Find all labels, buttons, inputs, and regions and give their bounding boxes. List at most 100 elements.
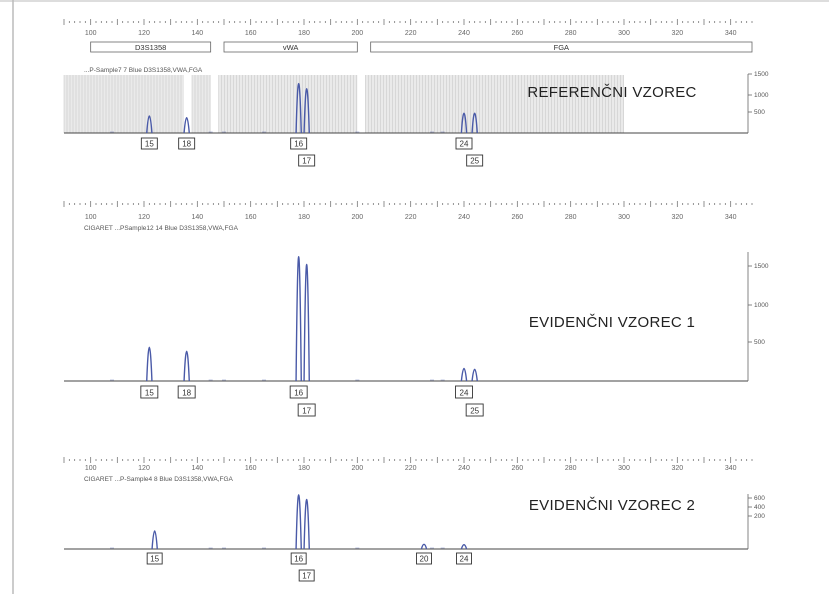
x-tick-label: 140 — [191, 465, 203, 472]
size-ruler — [63, 19, 753, 25]
x-tick-label: 160 — [245, 30, 257, 37]
y-tick-label: 400 — [754, 504, 765, 511]
allele-call-label: 25 — [470, 407, 479, 416]
sample-info-label: ...P-Sample7 7 Blue D3S1358,VWA,FGA — [84, 67, 203, 74]
allele-call-box — [289, 385, 308, 399]
y-tick-label: 1500 — [754, 263, 769, 270]
x-tick-label: 220 — [405, 30, 417, 37]
panel-evidence-sample-1: 100 120 140 160 180 200 220 240 260 280 300 320 340 C… — [63, 201, 769, 417]
x-tick-label: 180 — [298, 214, 310, 221]
allele-call-label: 15 — [145, 140, 154, 149]
x-tick-label: 100 — [85, 465, 97, 472]
y-tick-label: 600 — [754, 495, 765, 502]
x-tick-label: 180 — [298, 30, 310, 37]
allele-call-box — [298, 569, 315, 582]
allele-call-label: 16 — [294, 389, 303, 398]
marker-range-box — [223, 41, 358, 53]
x-tick-label: 320 — [671, 30, 683, 37]
peak-trace — [303, 88, 310, 134]
allele-call-label: 17 — [302, 572, 311, 581]
y-tick-label: 1500 — [754, 71, 769, 78]
x-tick-label: 160 — [245, 465, 257, 472]
x-tick-label: 140 — [191, 214, 203, 221]
panel-title: EVIDENČNI VZOREC 1 — [529, 314, 695, 331]
marker-range-label: D3S1358 — [135, 43, 166, 52]
x-tick-label: 240 — [458, 214, 470, 221]
x-tick-label: 300 — [618, 30, 630, 37]
allele-call-label: 15 — [150, 555, 159, 564]
peak-trace — [303, 498, 310, 550]
marker-range-box — [370, 41, 753, 53]
x-tick-label: 280 — [565, 214, 577, 221]
allele-call-box — [465, 403, 484, 417]
allele-call-label: 15 — [145, 389, 154, 398]
panel-title: REFERENČNI VZOREC — [527, 84, 696, 101]
allele-call-label: 24 — [460, 555, 469, 564]
size-ruler — [63, 201, 753, 207]
marker-range-box — [90, 41, 212, 53]
y-tick-label: 1000 — [754, 302, 769, 309]
peak-trace — [303, 263, 310, 382]
allele-call-box — [140, 385, 159, 399]
x-tick-label: 200 — [351, 214, 363, 221]
x-tick-label: 100 — [85, 214, 97, 221]
peak-trace — [460, 112, 468, 134]
x-tick-label: 340 — [725, 30, 737, 37]
peak-trace — [146, 346, 153, 382]
x-tick-label: 260 — [511, 214, 523, 221]
x-tick-label: 200 — [351, 465, 363, 472]
allele-bin-region — [218, 75, 358, 133]
x-tick-label: 140 — [191, 30, 203, 37]
y-tick-label: 200 — [754, 513, 765, 520]
allele-call-box — [297, 403, 316, 417]
x-tick-label: 120 — [138, 214, 150, 221]
peak-trace — [295, 256, 302, 382]
allele-call-label: 16 — [294, 555, 303, 564]
allele-call-label: 17 — [302, 407, 311, 416]
allele-call-box — [140, 137, 158, 150]
x-tick-label: 320 — [671, 214, 683, 221]
x-tick-label: 180 — [298, 465, 310, 472]
peak-trace — [460, 543, 468, 550]
x-tick-label: 340 — [725, 465, 737, 472]
x-tick-label: 280 — [565, 465, 577, 472]
allele-call-box — [456, 552, 472, 565]
x-tick-label: 120 — [138, 30, 150, 37]
panel-reference-sample: 100 120 140 160 180 200 220 240 260 280 300 320 340 D… — [63, 19, 769, 167]
x-tick-label: 220 — [405, 465, 417, 472]
allele-bin-region — [365, 75, 624, 133]
x-tick-label: 280 — [565, 30, 577, 37]
allele-call-box — [146, 552, 163, 565]
allele-call-box — [466, 154, 484, 167]
x-tick-label: 340 — [725, 214, 737, 221]
x-tick-label: 240 — [458, 465, 470, 472]
x-tick-label: 300 — [618, 465, 630, 472]
x-tick-label: 320 — [671, 465, 683, 472]
x-tick-label: 200 — [351, 30, 363, 37]
allele-call-box — [290, 552, 307, 565]
size-ruler — [63, 457, 753, 463]
allele-call-box — [178, 137, 196, 150]
peak-trace — [471, 368, 478, 382]
x-tick-label: 260 — [511, 30, 523, 37]
peak-trace — [183, 116, 190, 134]
allele-call-box — [416, 552, 432, 565]
peak-trace — [471, 112, 478, 134]
allele-call-label: 25 — [470, 157, 479, 166]
allele-call-label: 17 — [302, 157, 311, 166]
allele-bin-region — [192, 75, 211, 133]
marker-range-label: vWA — [283, 43, 299, 52]
allele-call-box — [455, 137, 473, 150]
peak-trace — [146, 115, 153, 134]
y-tick-label: 1000 — [754, 92, 769, 99]
peak-trace — [295, 82, 302, 134]
x-tick-label: 240 — [458, 30, 470, 37]
allele-call-label: 20 — [420, 555, 429, 564]
allele-call-box — [290, 137, 308, 150]
x-tick-label: 220 — [405, 214, 417, 221]
allele-call-box — [298, 154, 316, 167]
allele-call-label: 18 — [182, 389, 191, 398]
peak-trace — [460, 367, 468, 382]
